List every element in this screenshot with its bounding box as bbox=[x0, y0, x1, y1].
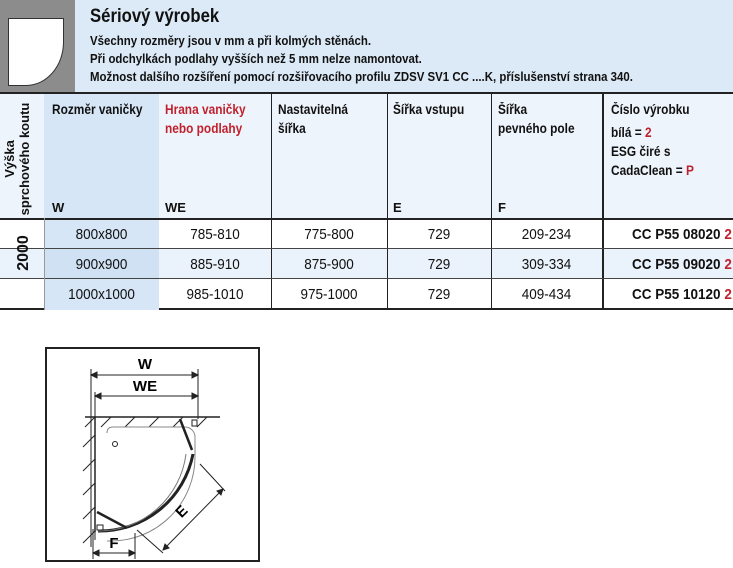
note-2: Při odchylkách podlahy vyšších než 5 mm … bbox=[90, 51, 422, 66]
quadrant-shape-icon bbox=[8, 18, 64, 86]
cell-f: 309-334 bbox=[521, 256, 572, 273]
cell-e: 729 bbox=[427, 226, 451, 243]
cell-e: 729 bbox=[427, 256, 451, 273]
symbol-we: WE bbox=[165, 200, 186, 215]
symbol-f: F bbox=[498, 200, 506, 215]
label-f: F bbox=[109, 535, 118, 552]
cell-adjust: 975-1000 bbox=[300, 286, 358, 303]
cell-adjust: 875-900 bbox=[304, 256, 354, 273]
cell-size: 900x900 bbox=[75, 256, 128, 273]
cell-we: 885-910 bbox=[190, 256, 240, 273]
shower-diagram: W WE F E bbox=[45, 347, 260, 562]
cell-product-code: CC P55 08020 2 bbox=[632, 226, 732, 243]
label-w: W bbox=[138, 356, 153, 373]
height-header: Výška sprchového koutu bbox=[2, 102, 32, 216]
page-title: Sériový výrobek bbox=[90, 6, 220, 27]
cell-size: 800x800 bbox=[75, 226, 128, 243]
note-3: Možnost dalšího rozšíření pomocí rozšiřo… bbox=[90, 69, 633, 84]
col-fixed-header: Šířka pevného pole bbox=[498, 102, 575, 136]
col-size-header: Rozměr vaničky bbox=[52, 102, 143, 117]
cell-f: 409-434 bbox=[521, 286, 572, 303]
col-entry-header: Šířka vstupu bbox=[393, 102, 465, 117]
symbol-e: E bbox=[393, 200, 402, 215]
tray-shape-panel bbox=[0, 0, 75, 92]
table-row: 1000x1000 985-1010 975-1000 729 409-434 CC P5… bbox=[44, 280, 733, 310]
cell-product-code: CC P55 09020 2 bbox=[632, 256, 732, 273]
table-row: 900x900 885-910 875-900 729 309-334 CC P55 09… bbox=[44, 250, 733, 280]
table-row: 800x800 785-810 775-800 729 209-234 CC P55 08… bbox=[44, 220, 733, 250]
col-code-header: Číslo výrobku bílá = 2 ESG čiré s CadaCl… bbox=[611, 102, 694, 178]
header-band: Sériový výrobek Všechny rozměry jsou v m… bbox=[0, 0, 733, 92]
cell-f: 209-234 bbox=[521, 226, 572, 243]
height-value: 2000 bbox=[15, 235, 32, 271]
dimension-table: Výška sprchového koutu Rozměr vaničky Hra… bbox=[0, 92, 733, 310]
cell-e: 729 bbox=[427, 286, 451, 303]
col-adjust-header: Nastavitelná šířka bbox=[278, 102, 349, 136]
cell-adjust: 775-800 bbox=[304, 226, 354, 243]
symbol-w: W bbox=[52, 200, 65, 215]
cell-we: 785-810 bbox=[190, 226, 240, 243]
note-1: Všechny rozměry jsou v mm a při kolmých … bbox=[90, 33, 372, 48]
col-edge-header: Hrana vaničky nebo podlahy bbox=[165, 102, 246, 136]
cell-size: 1000x1000 bbox=[68, 286, 135, 303]
cell-product-code: CC P55 10120 2 bbox=[632, 286, 732, 303]
label-we: WE bbox=[133, 378, 157, 395]
cell-we: 985-1010 bbox=[186, 286, 244, 303]
